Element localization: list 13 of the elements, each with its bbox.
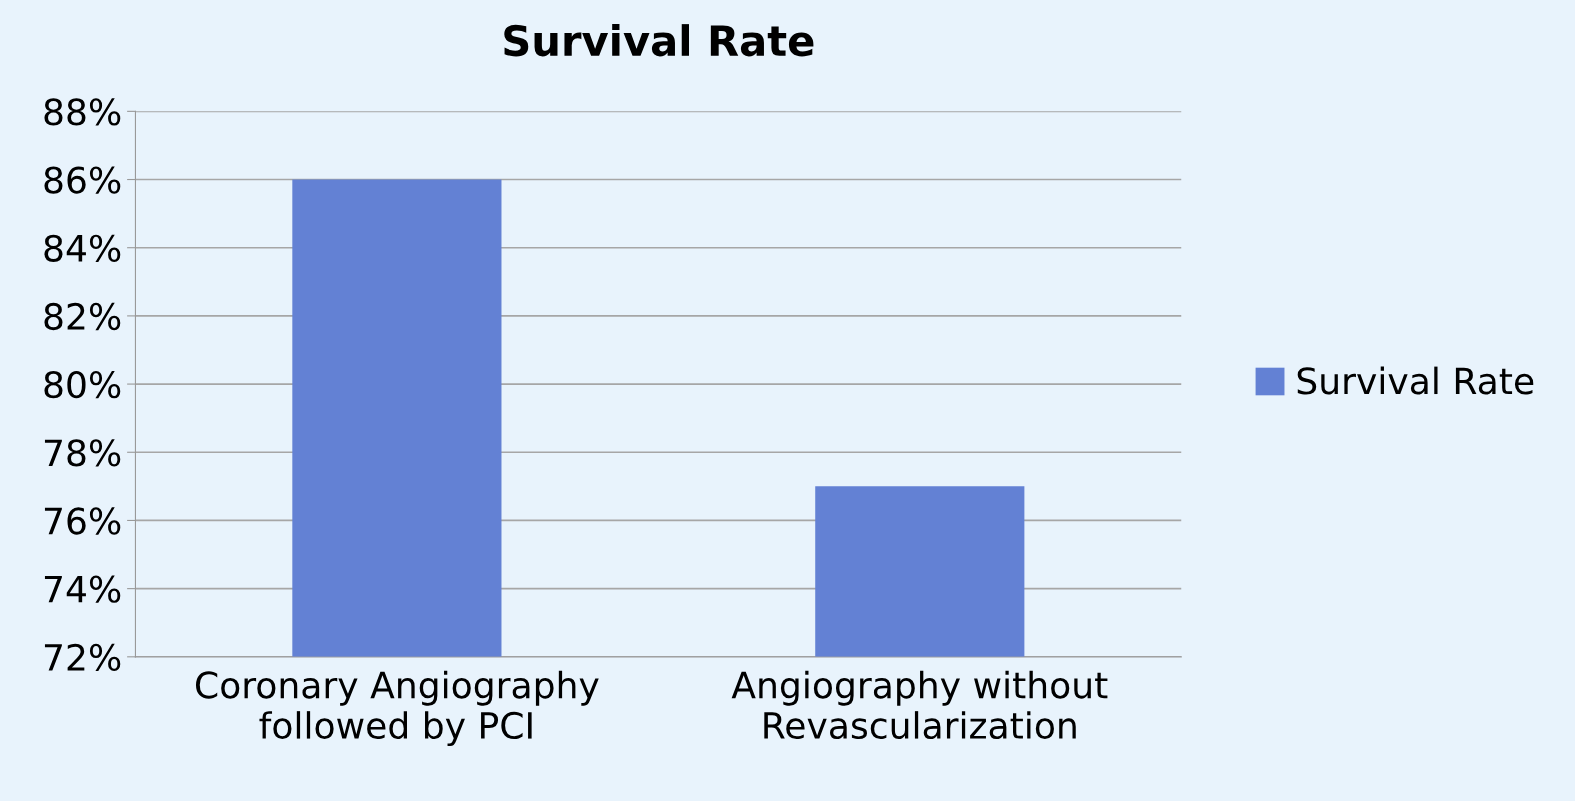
y-tick-label: 78% <box>44 439 121 467</box>
x-tick-label: Coronary Angiography followed by PCI <box>195 670 599 747</box>
y-tick-label: 86% <box>44 166 121 194</box>
y-tick-label: 82% <box>44 302 121 331</box>
y-tick-label: 88% <box>44 98 121 126</box>
y-tick-label: 84% <box>44 234 121 262</box>
y-tick-label: 76% <box>44 507 121 535</box>
y-tick-label: 80% <box>44 371 121 399</box>
x-tick-label: Angiography without Revascularization <box>731 670 1108 740</box>
y-tick-label: 74% <box>44 575 121 603</box>
y-tick-label: 72% <box>44 643 121 672</box>
chart-title: Survival Rate <box>504 24 814 57</box>
legend-label: Survival Rate <box>1297 366 1534 395</box>
